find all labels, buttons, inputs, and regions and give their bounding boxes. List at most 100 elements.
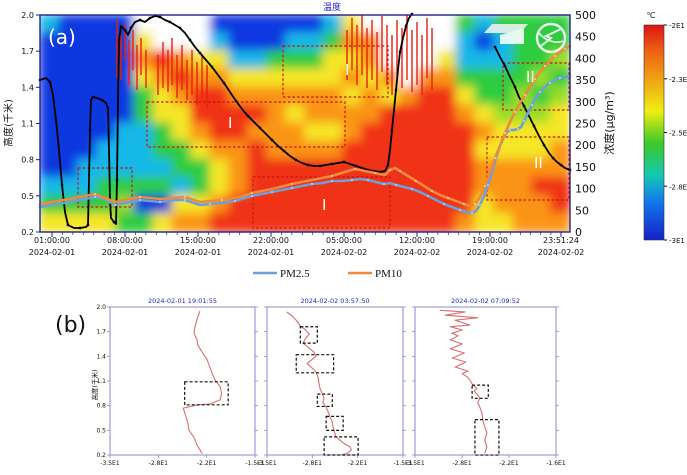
- heatmap-layer: [40, 15, 570, 232]
- region-label: I: [228, 114, 232, 132]
- heat-cell: [57, 86, 79, 107]
- heat-cell: [550, 194, 570, 215]
- heat-cell: [550, 212, 570, 232]
- PM10-marker: [463, 203, 465, 205]
- boundary-marker: [168, 20, 172, 24]
- region-box: [77, 167, 133, 208]
- boundary-marker: [294, 158, 298, 162]
- boundary-marker: [129, 26, 133, 30]
- PM10-marker: [415, 180, 417, 182]
- heat-cell: [417, 68, 439, 89]
- profile-y-tick-label: 0.8: [96, 403, 106, 410]
- heat-cell: [398, 104, 420, 125]
- PM10-marker: [524, 94, 526, 96]
- heat-cell: [228, 15, 250, 35]
- profile-y-tick-label: 0.5: [96, 427, 106, 434]
- boundary-marker: [282, 149, 286, 153]
- heat-cell: [57, 50, 79, 71]
- concentration-tick-label: 50: [575, 204, 589, 217]
- inversion-box: [184, 381, 229, 406]
- heat-cell: [40, 15, 60, 35]
- PM2.5-marker: [471, 212, 473, 214]
- heat-cell: [285, 158, 306, 179]
- boundary-marker: [54, 118, 58, 122]
- profile-x-tick-label: -3.5E1: [405, 460, 424, 467]
- heat-cell: [57, 104, 79, 125]
- heat-cell: [493, 176, 515, 197]
- PM2.5-marker: [271, 191, 273, 193]
- heat-cell: [512, 194, 534, 215]
- heat-cell: [114, 50, 136, 71]
- heat-cell: [95, 104, 117, 125]
- heat-cell: [512, 140, 534, 161]
- heat-cell: [379, 68, 401, 89]
- heat-cell: [398, 50, 420, 71]
- PM2.5-marker: [487, 184, 489, 186]
- x-tick-time: 23:51:24: [543, 236, 579, 245]
- heat-cell: [493, 140, 515, 161]
- boundary-marker: [306, 163, 310, 167]
- heat-cell: [304, 32, 325, 53]
- PM10-line: [38, 44, 572, 208]
- heat-cell: [247, 86, 269, 107]
- heat-cell: [190, 68, 212, 89]
- heat-cell: [209, 212, 231, 232]
- PM10-marker: [399, 170, 401, 172]
- heat-cell: [266, 122, 287, 143]
- PM2.5-marker: [139, 199, 141, 201]
- x-tick-date: 2024-02-01: [29, 248, 76, 257]
- heat-cell: [379, 50, 401, 71]
- concentration-tick-label: 400: [575, 52, 596, 65]
- heat-cell: [76, 176, 98, 197]
- heat-cell: [550, 176, 570, 197]
- panel-b-subplots: 2024-02-01 19:01:55 2.0 1.7 1.4 1.1 0.8 0.5 0.2…: [96, 297, 565, 467]
- boundary-marker: [513, 85, 517, 89]
- heat-cell: [398, 122, 420, 143]
- heat-cell: [266, 194, 287, 215]
- PM10-marker: [251, 192, 253, 194]
- heat-cell: [474, 32, 496, 53]
- PM10-marker: [504, 132, 506, 134]
- region-box: [282, 45, 389, 98]
- boundary-marker: [330, 162, 334, 166]
- heat-cell: [228, 176, 250, 197]
- heat-cell: [341, 212, 363, 232]
- boundary-marker: [551, 156, 555, 160]
- profile-y-tick-label: 2.0: [96, 304, 106, 311]
- region-label: I: [322, 196, 326, 214]
- heat-cell: [436, 104, 458, 125]
- heat-cell: [285, 50, 306, 71]
- heat-cell: [417, 140, 439, 161]
- heat-cell: [247, 140, 269, 161]
- colorbar-tick-label: -3E1: [669, 237, 685, 245]
- temperature-profile-curve: [286, 311, 352, 456]
- heat-cell: [152, 122, 174, 143]
- heat-cell: [455, 68, 477, 89]
- boundary-marker: [60, 183, 64, 187]
- PM10-marker: [431, 190, 433, 192]
- PM10-marker: [354, 168, 356, 170]
- heat-cell: [133, 176, 155, 197]
- heat-cell: [285, 194, 306, 215]
- profile-title: 2024-02-02 07:09:52: [451, 297, 520, 305]
- heat-cell: [379, 15, 401, 35]
- heat-cell: [40, 140, 60, 161]
- concentration-tick-label: 200: [575, 139, 596, 152]
- x-tick-time: 08:00:00: [107, 236, 143, 245]
- profile-x-tick-label: -1.6E1: [546, 460, 565, 467]
- heat-cell: [360, 32, 382, 53]
- heat-cell: [133, 212, 155, 232]
- inversion-box: [323, 436, 359, 456]
- boundary-marker: [258, 126, 262, 130]
- boundary-marker: [234, 99, 238, 103]
- heat-cell: [341, 140, 363, 161]
- heat-cell: [436, 122, 458, 143]
- heat-cell: [493, 194, 515, 215]
- heat-cell: [474, 68, 496, 89]
- heat-cell: [95, 140, 117, 161]
- heat-cell: [152, 140, 174, 161]
- concentration-tick-label: 350: [575, 74, 596, 87]
- PM10-marker: [534, 78, 536, 80]
- profile-x-tick-label: -2.8E1: [149, 460, 168, 467]
- heat-cell: [57, 32, 79, 53]
